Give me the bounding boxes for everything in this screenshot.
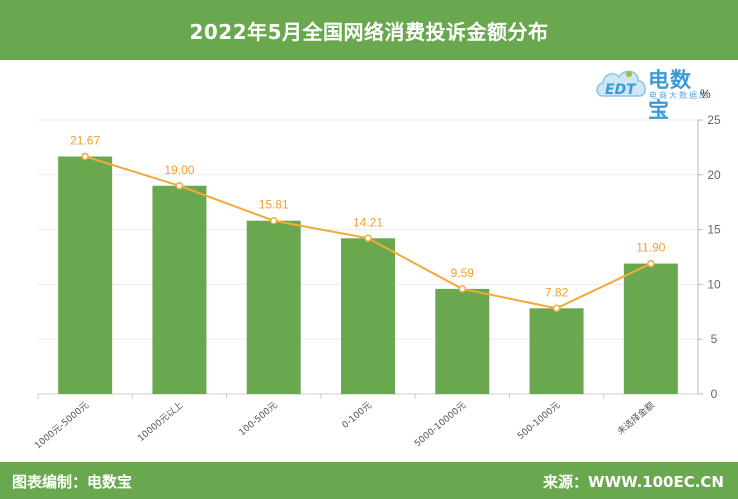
line-point — [552, 304, 561, 313]
bar — [623, 263, 678, 394]
line-series — [81, 152, 655, 313]
line-point — [647, 259, 655, 268]
bar-series — [58, 156, 678, 394]
x-tick-label: 1000元-5000元 — [33, 401, 91, 452]
bar — [341, 238, 395, 394]
y-tick-label: 0 — [711, 387, 718, 401]
line-point — [81, 152, 89, 161]
x-axis: 1000元-5000元 10000元以上 100-500元 0-100元 5000-10… — [33, 394, 657, 451]
x-tick-label: 100-500元 — [238, 401, 280, 439]
value-labels: 21.67 19.00 15.81 14.21 9.59 7.82 11.90 — [70, 133, 666, 299]
line-point — [458, 285, 467, 293]
data-label: 7.82 — [545, 285, 569, 299]
data-label: 9.59 — [451, 266, 475, 280]
data-label: 19.00 — [164, 163, 194, 177]
data-label: 15.81 — [259, 198, 289, 212]
x-tick-label: 5000-10000元 — [413, 401, 468, 450]
x-tick-label: 未选择金额 — [615, 399, 657, 437]
y-axis: 0 5 10 15 20 25% — [697, 87, 721, 401]
y-axis-label: % — [700, 87, 711, 101]
bar — [435, 288, 490, 394]
brand-logo: EDT 电数宝 电商大数据库 — [593, 62, 713, 122]
data-label: 21.67 — [70, 133, 100, 147]
bar — [58, 156, 113, 394]
bar — [246, 220, 301, 394]
data-label: 11.90 — [636, 241, 665, 255]
line-point — [269, 216, 278, 225]
x-tick-label: 10000元以上 — [136, 400, 186, 444]
y-tick-label: 20 — [707, 168, 721, 182]
y-tick-label: 25 — [707, 113, 721, 127]
header-bar: 2022年5月全国网络消费投诉金额分布 — [0, 0, 738, 60]
x-tick-label: 0-100元 — [341, 401, 374, 431]
data-label: 14.21 — [353, 215, 383, 229]
y-tick-label: 10 — [707, 277, 721, 291]
bar — [152, 185, 207, 394]
bar — [529, 308, 584, 394]
line-point — [175, 182, 184, 190]
logo-sub-text: 电商大数据库 — [649, 91, 709, 100]
y-tick-label: 15 — [707, 223, 721, 237]
chart-title: 2022年5月全国网络消费投诉金额分布 — [189, 19, 549, 44]
logo-badge-text: EDT — [605, 82, 637, 98]
y-tick-label: 5 — [711, 332, 718, 346]
logo-main-text: 电数宝 — [648, 68, 692, 122]
chart-area: 21.67 19.00 15.81 14.21 9.59 7.82 11.90 0 5 10 15… — [33, 87, 721, 451]
cloud-icon: EDT — [596, 70, 646, 98]
x-tick-label: 500-1000元 — [516, 401, 563, 442]
footer-credit: 图表编制：电数宝 — [12, 473, 133, 491]
line-point — [364, 234, 372, 243]
footer-bar: 图表编制：电数宝 来源：WWW.100EC.CN — [0, 462, 738, 499]
footer-source: 来源：WWW.100EC.CN — [543, 473, 724, 491]
